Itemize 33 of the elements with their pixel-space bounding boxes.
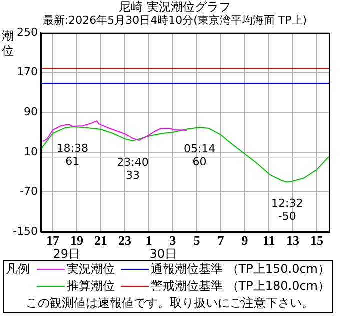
text: この観測値は速報値です。取り扱いにご注意下さい。 [25, 295, 315, 312]
annotation: 05:14 60 [184, 142, 216, 168]
chart-subtitle: 最新:2026年5月30日4時10分(東京湾平均海面 TP上) [42, 14, 308, 27]
legend-label: 警戒潮位基準 （TP上180.0cm） [150, 278, 330, 295]
x-tick-label: 19 [70, 233, 84, 248]
x-tick-label: 21 [94, 233, 108, 248]
x-tick-label: 3 [170, 233, 177, 248]
y-tick-label: 90 [24, 105, 38, 118]
y-tick-label: 170 [17, 66, 38, 79]
legend-label: 実況潮位 [66, 261, 115, 278]
annotation: 23:40 33 [117, 156, 149, 182]
x-tick-label: 9 [242, 233, 249, 248]
chart-title: 尼崎 実況潮位グラフ [119, 0, 231, 14]
x-tick-label: 23 [118, 233, 132, 248]
x-tick-label: 15 [310, 233, 324, 248]
x-tick-label: 7 [218, 233, 225, 248]
y-tick-label: -70 [20, 185, 38, 198]
y-tick-label: 10 [24, 145, 38, 158]
x-tick-label: 11 [262, 233, 276, 248]
x-tick-label: 13 [286, 233, 300, 248]
x-tick-label: 5 [194, 233, 201, 248]
annotation: 18:38 61 [56, 142, 88, 168]
text: 30日 [150, 247, 178, 262]
legend-label: 推算潮位 [66, 278, 115, 295]
legend-title: 凡例 [6, 261, 31, 278]
x-tick-label: 1 [146, 233, 152, 248]
x-tick-label: 17 [46, 233, 60, 248]
y-tick-label: 250 [17, 26, 38, 39]
y-axis-title: 潮位 [2, 29, 14, 58]
y-tick-label: -150 [13, 224, 38, 238]
text: 29日 [53, 247, 81, 262]
annotation: 12:32 -50 [272, 197, 304, 224]
legend-label: 通報潮位基準 （TP上150.0cm） [150, 261, 330, 278]
